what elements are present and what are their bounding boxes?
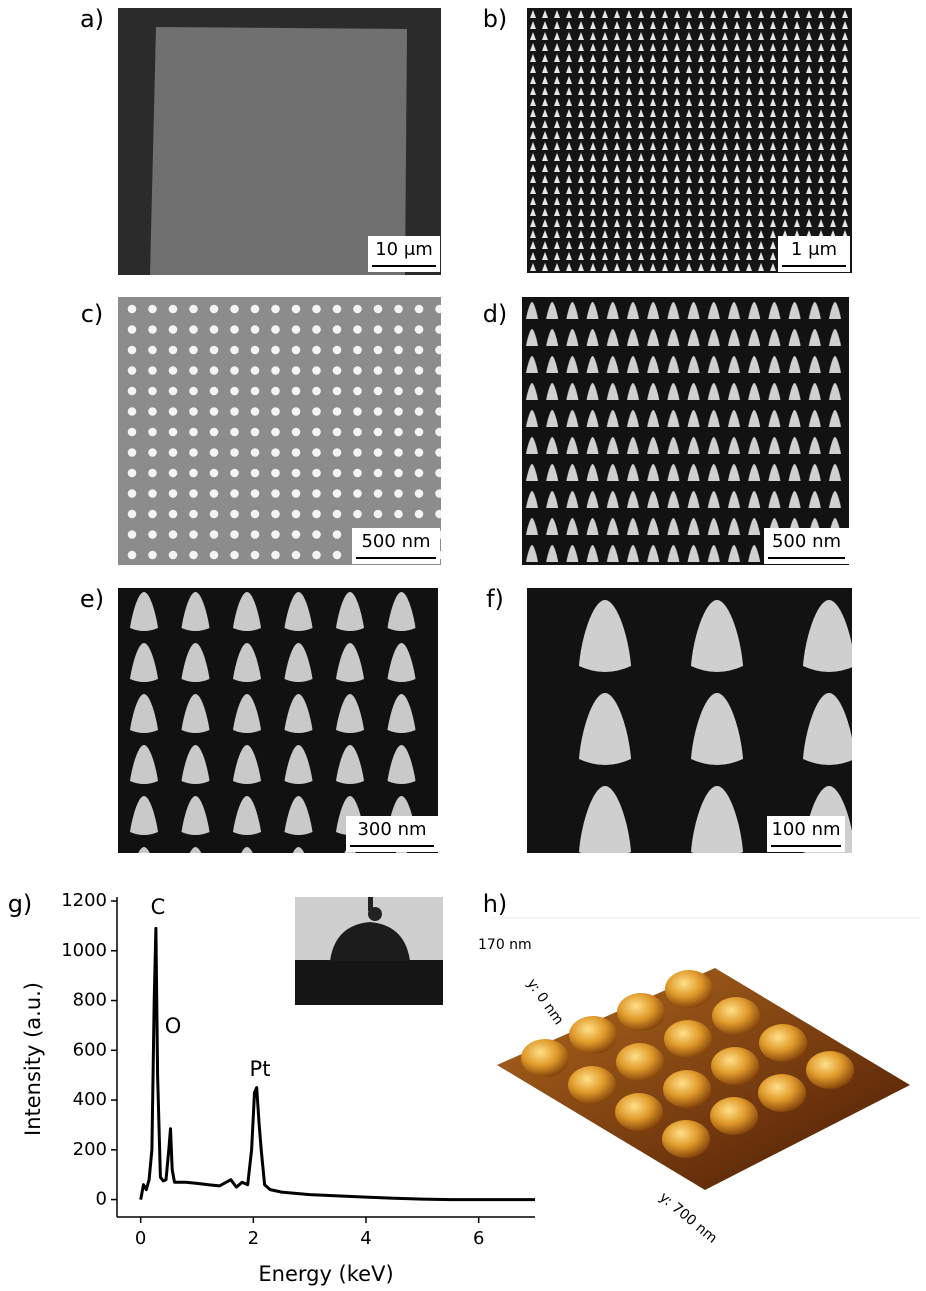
y-tick-label: 400	[73, 1089, 107, 1110]
panel-label: f)	[486, 585, 504, 613]
figure: a) 10 μm b) 1 μm c) 500 nm d) 500 nm e) 300 nm f) 1…	[0, 0, 926, 1291]
afm-axis-label: y: 0 nm	[523, 976, 566, 1028]
scale-bar-label: 1 μm	[791, 239, 837, 260]
y-axis-title: Intensity (a.u.)	[21, 982, 45, 1136]
afm-bump	[569, 1016, 617, 1054]
panel-label: c)	[81, 300, 104, 328]
afm-bump	[712, 997, 760, 1035]
afm-bump	[759, 1024, 807, 1062]
panel-label: h)	[483, 890, 508, 918]
afm-bump	[568, 1066, 616, 1104]
scale-bar-label: 100 nm	[771, 819, 840, 840]
panel-label: e)	[80, 585, 104, 613]
y-tick-label: 800	[73, 990, 107, 1011]
y-tick-label: 1000	[61, 940, 107, 961]
afm-bump	[615, 1093, 663, 1131]
afm-bump	[662, 1120, 710, 1158]
panel-label: b)	[483, 5, 508, 33]
peak-label: C	[151, 895, 166, 919]
x-axis-title: Energy (keV)	[258, 1262, 393, 1286]
x-tick-label: 6	[473, 1228, 484, 1249]
panel-label: a)	[80, 5, 104, 33]
afm-bump	[806, 1051, 854, 1089]
y-tick-label: 600	[73, 1039, 107, 1060]
sem-image	[527, 8, 852, 273]
x-tick-label: 4	[360, 1228, 371, 1249]
afm-bump	[711, 1047, 759, 1085]
panel-label: d)	[483, 300, 508, 328]
panel-label: g)	[8, 890, 33, 918]
y-tick-label: 1200	[61, 890, 107, 911]
afm-bump	[616, 1043, 664, 1081]
y-tick-label: 200	[73, 1139, 107, 1160]
y-tick-label: 0	[96, 1189, 107, 1210]
scale-bar-label: 300 nm	[357, 819, 426, 840]
afm-bump	[664, 1020, 712, 1058]
afm-bump	[758, 1074, 806, 1112]
contact-angle-inset	[295, 897, 443, 1005]
afm-bump	[521, 1039, 569, 1077]
scale-bar-label: 10 μm	[375, 239, 433, 260]
sem-image	[522, 297, 849, 565]
peak-label: O	[165, 1014, 182, 1038]
afm-bump	[665, 970, 713, 1008]
afm-label: 170 nm	[478, 937, 532, 953]
sem-image	[118, 588, 438, 853]
sem-image	[118, 297, 441, 565]
x-tick-label: 2	[248, 1228, 259, 1249]
afm-bump	[663, 1070, 711, 1108]
afm-axis-label: y: 700 nm	[656, 1189, 720, 1246]
afm-bump	[710, 1097, 758, 1135]
scale-bar-label: 500 nm	[772, 531, 841, 552]
scale-bar-label: 500 nm	[361, 531, 430, 552]
peak-label: Pt	[250, 1057, 271, 1081]
x-tick-label: 0	[135, 1228, 146, 1249]
afm-bump	[617, 993, 665, 1031]
sem-image	[527, 588, 852, 853]
